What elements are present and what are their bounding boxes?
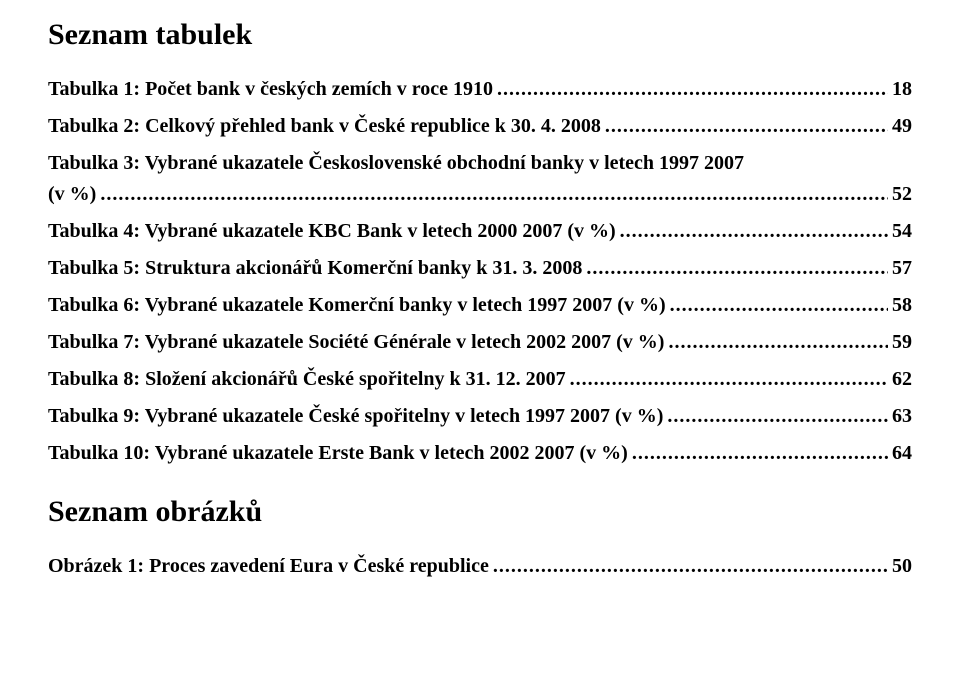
toc-leader xyxy=(566,364,888,395)
toc-label: Obrázek 1: Proces zavedení Eura v České … xyxy=(48,551,489,582)
toc-leader xyxy=(616,216,888,247)
toc-page: 64 xyxy=(888,438,912,469)
toc-label: Tabulka 2: Celkový přehled bank v České … xyxy=(48,111,601,142)
toc-entry: (v %) 52 xyxy=(48,179,912,210)
toc-page: 59 xyxy=(888,327,912,358)
toc-page: 57 xyxy=(888,253,912,284)
toc-entry: Tabulka 6: Vybrané ukazatele Komerční ba… xyxy=(48,290,912,321)
toc-entry: Tabulka 8: Složení akcionářů České spoři… xyxy=(48,364,912,395)
toc-page: 54 xyxy=(888,216,912,247)
toc-label: Tabulka 10: Vybrané ukazatele Erste Bank… xyxy=(48,438,628,469)
toc-label: Tabulka 6: Vybrané ukazatele Komerční ba… xyxy=(48,290,666,321)
list-of-tables-heading: Seznam tabulek xyxy=(48,18,912,52)
toc-label-line1: Tabulka 3: Vybrané ukazatele Českosloven… xyxy=(48,148,912,179)
toc-leader xyxy=(664,327,888,358)
list-of-figures-heading: Seznam obrázků xyxy=(48,495,912,529)
toc-label-line2: (v %) xyxy=(48,179,96,210)
toc-entry: Tabulka 9: Vybrané ukazatele České spoři… xyxy=(48,401,912,432)
toc-leader xyxy=(601,111,888,142)
toc-page: 52 xyxy=(888,179,912,210)
toc-page: 58 xyxy=(888,290,912,321)
document-page: Seznam tabulek Tabulka 1: Počet bank v č… xyxy=(0,0,960,582)
toc-entry: Tabulka 7: Vybrané ukazatele Société Gén… xyxy=(48,327,912,358)
toc-leader xyxy=(493,74,888,105)
toc-entry: Tabulka 5: Struktura akcionářů Komerční … xyxy=(48,253,912,284)
toc-leader xyxy=(96,179,888,210)
toc-page: 62 xyxy=(888,364,912,395)
toc-entry: Tabulka 10: Vybrané ukazatele Erste Bank… xyxy=(48,438,912,469)
toc-leader xyxy=(489,551,888,582)
toc-page: 49 xyxy=(888,111,912,142)
toc-entry: Obrázek 1: Proces zavedení Eura v České … xyxy=(48,551,912,582)
toc-entry: Tabulka 1: Počet bank v českých zemích v… xyxy=(48,74,912,105)
toc-leader xyxy=(628,438,888,469)
toc-entry: Tabulka 2: Celkový přehled bank v České … xyxy=(48,111,912,142)
toc-entry: Tabulka 4: Vybrané ukazatele KBC Bank v … xyxy=(48,216,912,247)
toc-label: Tabulka 5: Struktura akcionářů Komerční … xyxy=(48,253,582,284)
toc-label: Tabulka 7: Vybrané ukazatele Société Gén… xyxy=(48,327,664,358)
toc-label: Tabulka 4: Vybrané ukazatele KBC Bank v … xyxy=(48,216,616,247)
toc-leader xyxy=(666,290,888,321)
toc-label: Tabulka 9: Vybrané ukazatele České spoři… xyxy=(48,401,663,432)
toc-page: 50 xyxy=(888,551,912,582)
toc-leader xyxy=(663,401,888,432)
toc-page: 63 xyxy=(888,401,912,432)
toc-label: Tabulka 8: Složení akcionářů České spoři… xyxy=(48,364,566,395)
toc-page: 18 xyxy=(888,74,912,105)
toc-leader xyxy=(582,253,888,284)
toc-label: Tabulka 1: Počet bank v českých zemích v… xyxy=(48,74,493,105)
